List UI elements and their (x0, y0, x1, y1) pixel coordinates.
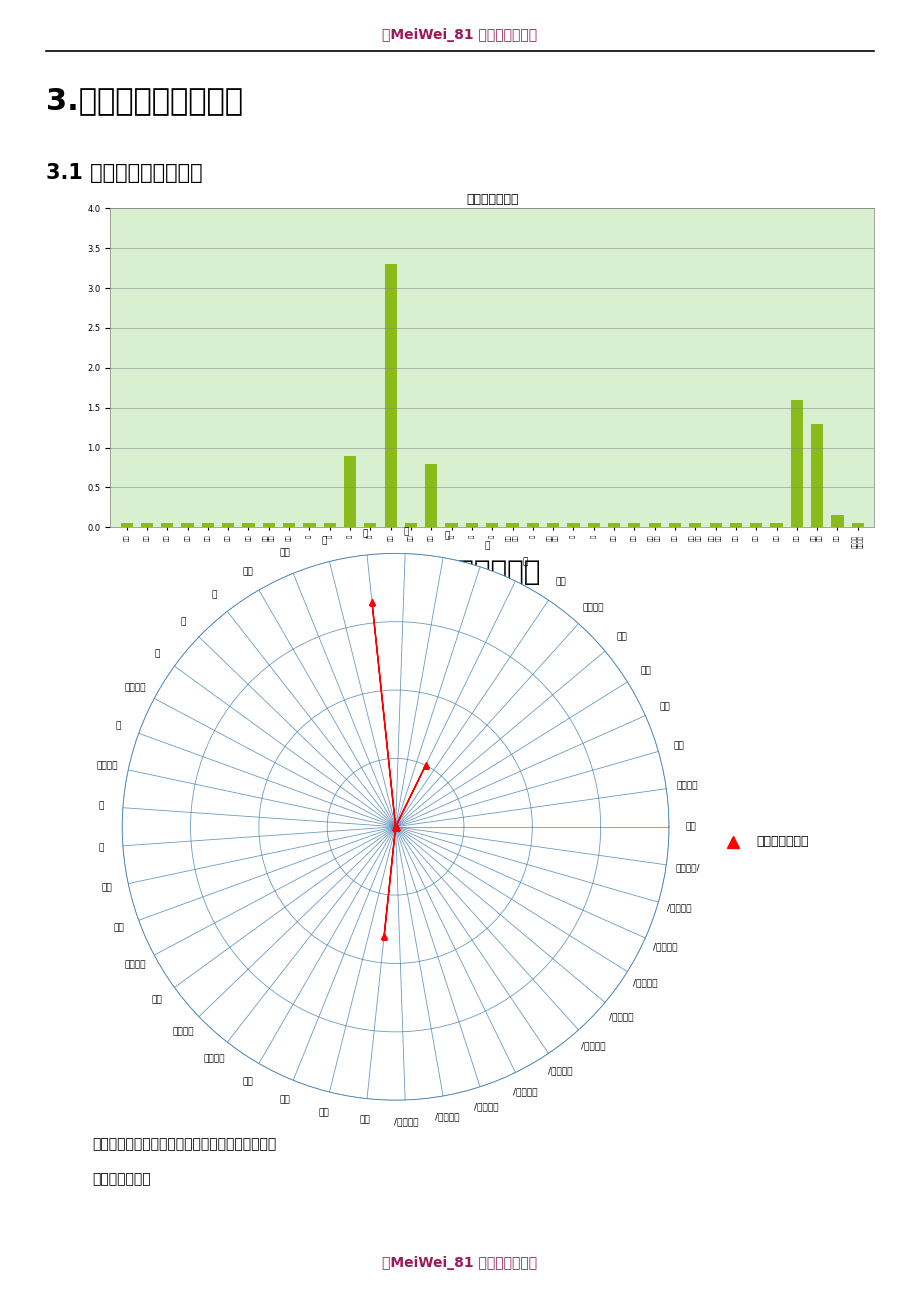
Text: 维度上卷操作：: 维度上卷操作： (92, 1172, 151, 1186)
Bar (547, 523, 559, 527)
Polygon shape (371, 603, 425, 936)
Bar (120, 523, 132, 527)
Bar (384, 264, 396, 527)
Bar (364, 523, 376, 527)
Bar (811, 423, 823, 527)
Bar (851, 523, 863, 527)
Bar (729, 523, 742, 527)
Bar (283, 523, 295, 527)
Bar (221, 523, 234, 527)
Bar (485, 523, 498, 527)
Bar (688, 523, 700, 527)
Bar (161, 523, 173, 527)
Text: 3.1 游客认知的景区特色: 3.1 游客认知的景区特色 (46, 163, 202, 182)
Bar (668, 523, 680, 527)
Text: 【MeiWei_81 重点借鉴文档】: 【MeiWei_81 重点借鉴文档】 (382, 1256, 537, 1269)
Bar (323, 523, 335, 527)
Bar (425, 464, 437, 527)
Text: 游客认为：世界花卉大观园特色是花、园林、鸟。: 游客认为：世界花卉大观园特色是花、园林、鸟。 (92, 1138, 276, 1151)
Bar (769, 523, 782, 527)
Bar (201, 523, 214, 527)
Bar (749, 523, 762, 527)
Text: 世界花卉大观园: 世界花卉大观园 (425, 557, 540, 586)
Bar (465, 523, 478, 527)
Bar (181, 523, 194, 527)
Text: 【MeiWei_81 重点借鉴文档】: 【MeiWei_81 重点借鉴文档】 (382, 27, 537, 42)
Bar (404, 523, 416, 527)
Bar (263, 523, 275, 527)
Bar (607, 523, 619, 527)
Bar (141, 523, 153, 527)
Bar (344, 456, 356, 527)
Bar (628, 523, 640, 527)
Bar (831, 516, 843, 527)
Bar (567, 523, 579, 527)
Bar (445, 523, 457, 527)
Title: 世界花卉大观园: 世界花卉大观园 (465, 193, 518, 206)
Bar (648, 523, 660, 527)
Text: 世界花卉大观园: 世界花卉大观园 (756, 836, 809, 849)
Bar (587, 523, 599, 527)
Bar (505, 523, 518, 527)
Bar (303, 523, 315, 527)
Bar (789, 400, 802, 527)
Bar (242, 523, 255, 527)
Bar (527, 523, 539, 527)
Bar (709, 523, 720, 527)
Text: 3.游客认知的景区印象: 3.游客认知的景区印象 (46, 86, 243, 116)
